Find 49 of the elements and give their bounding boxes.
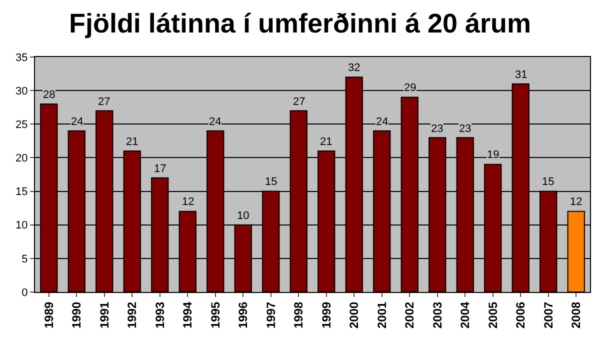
x-tick-label: 1992	[125, 301, 140, 329]
data-label: 27	[293, 96, 306, 108]
chart-title: Fjöldi látinna í umferðinni á 20 árum	[68, 8, 532, 39]
data-label: 29	[404, 82, 416, 94]
data-label: 21	[126, 136, 138, 148]
y-tick-label: 20	[16, 152, 28, 165]
data-label: 32	[348, 62, 360, 74]
x-tick-label: 1999	[319, 301, 334, 329]
data-label: 21	[320, 136, 332, 148]
data-label: 24	[376, 116, 388, 128]
x-tick-label: 1997	[264, 301, 278, 329]
x-tick-label: 2006	[514, 301, 528, 329]
data-label: 27	[98, 96, 110, 108]
x-tick-label: 1996	[236, 301, 250, 329]
data-label: 31	[515, 69, 528, 81]
x-tick-label: 2003	[430, 301, 444, 329]
data-label: 19	[487, 149, 500, 161]
data-label: 12	[570, 196, 582, 208]
data-label: 15	[542, 176, 554, 188]
x-tick-label: 2004	[458, 301, 472, 329]
data-label: 17	[154, 163, 166, 175]
x-tick-label: 2008	[569, 301, 584, 329]
y-tick-label: 0	[22, 286, 28, 299]
x-tick-label: 1994	[180, 301, 195, 329]
y-tick-label: 5	[22, 253, 28, 266]
x-tick-label: 1989	[42, 301, 56, 329]
x-tick-label: 1993	[152, 301, 167, 329]
y-tick-label: 30	[16, 85, 28, 98]
x-tick-label: 2000	[347, 301, 362, 329]
data-label: 24	[71, 116, 84, 128]
x-tick-label: 1990	[70, 301, 84, 329]
data-label: 12	[182, 196, 194, 208]
y-tick-label: 35	[16, 52, 28, 64]
data-label: 23	[431, 123, 444, 135]
x-tick-label: 1991	[97, 301, 112, 329]
y-tick-label: 15	[16, 186, 28, 198]
data-label: 28	[43, 89, 56, 101]
data-label: 23	[459, 123, 472, 135]
data-label: 10	[237, 210, 250, 222]
x-tick-label: 1995	[208, 301, 222, 329]
x-tick-label: 1998	[292, 301, 306, 329]
data-label: 24	[209, 116, 222, 128]
x-tick-label: 2001	[374, 301, 389, 329]
data-label: 15	[265, 176, 278, 188]
y-tick-label: 25	[16, 118, 28, 131]
x-tick-label: 2002	[402, 301, 417, 329]
x-tick-label: 2005	[486, 301, 500, 329]
x-tick-label: 2007	[541, 301, 556, 329]
y-tick-label: 10	[16, 220, 28, 232]
